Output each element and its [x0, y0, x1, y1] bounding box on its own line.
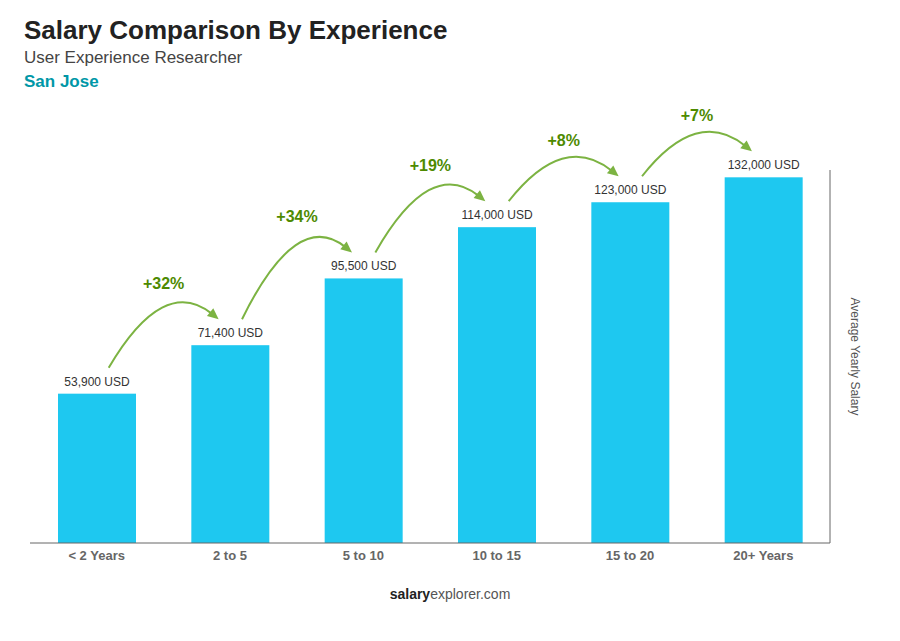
html-text:salary explorer.com: salary explorer.com: [389, 586, 511, 602]
svg-text:10 to 15: 10 to 15: [472, 548, 520, 563]
svg-text:132,000 USD: 132,000 USD: [728, 158, 800, 172]
svg-text:+8%: +8%: [547, 132, 579, 149]
svg-text:+32%: +32%: [143, 275, 184, 292]
svg-text:Average Yearly Salary: Average Yearly Salary: [848, 298, 862, 416]
svg-text:+7%: +7%: [681, 107, 713, 124]
html-text:Salary Comparison By Experienc: Salary Comparison By Experience: [24, 15, 448, 45]
svg-text:20+ Years: 20+ Years: [733, 548, 793, 563]
svg-text:15 to 20: 15 to 20: [606, 548, 654, 563]
svg-text:< 2 Years: < 2 Years: [68, 548, 125, 563]
svg-text:53,900 USD: 53,900 USD: [64, 375, 130, 389]
svg-text:123,000 USD: 123,000 USD: [594, 183, 666, 197]
svg-text:+19%: +19%: [410, 157, 451, 174]
svg-text:95,500 USD: 95,500 USD: [331, 259, 397, 273]
svg-text:71,400 USD: 71,400 USD: [198, 326, 264, 340]
svg-text:+34%: +34%: [276, 208, 317, 225]
svg-text:5 to 10: 5 to 10: [343, 548, 384, 563]
svg-text:114,000 USD: 114,000 USD: [461, 208, 532, 222]
html-text:San Jose: San Jose: [24, 72, 99, 91]
html-text:User Experience Researcher: User Experience Researcher: [24, 48, 243, 67]
svg-text:2 to 5: 2 to 5: [213, 548, 247, 563]
